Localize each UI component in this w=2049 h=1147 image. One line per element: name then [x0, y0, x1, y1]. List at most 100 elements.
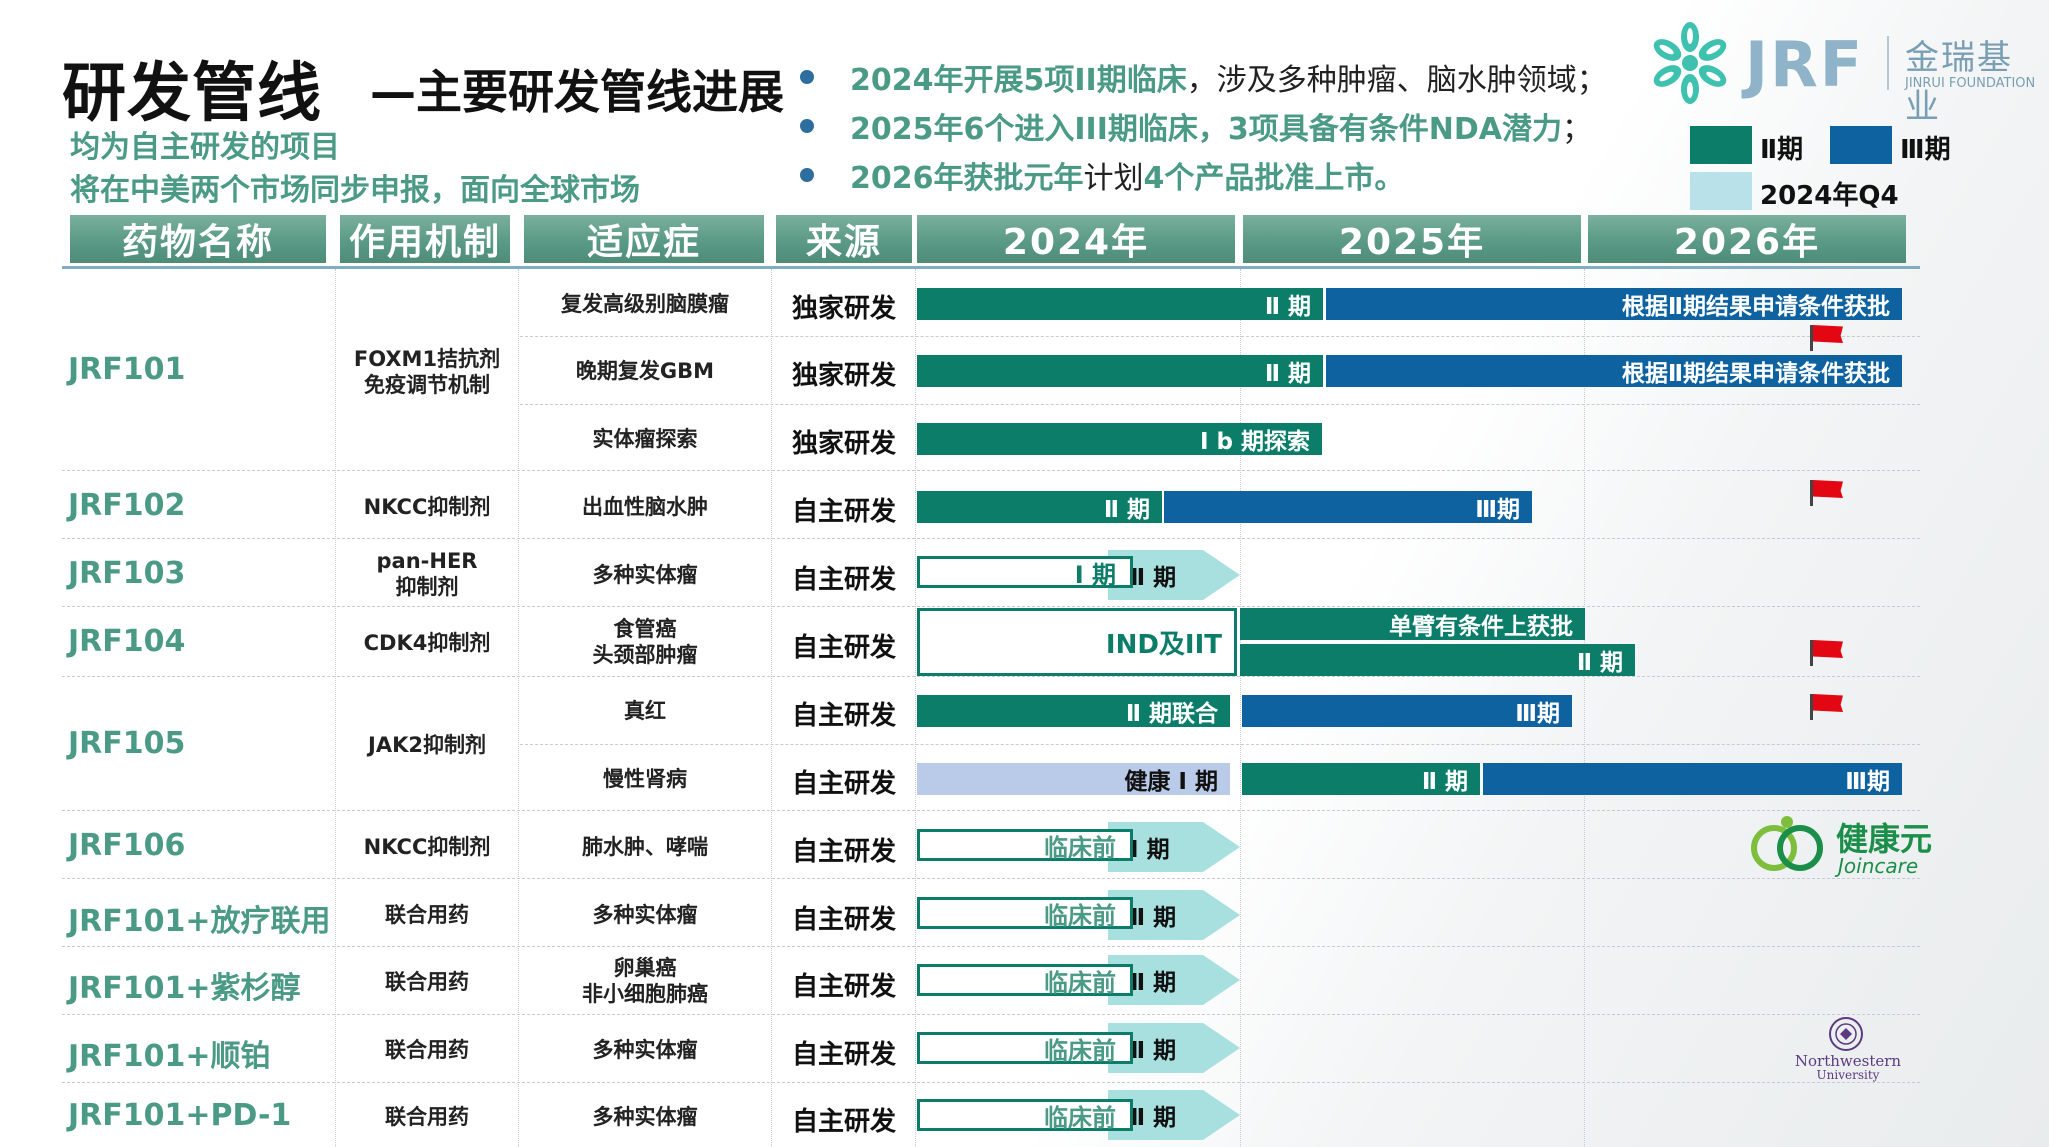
- row-divider: [62, 1014, 1920, 1015]
- row-divider: [62, 1082, 1920, 1083]
- phase1-bar: Ⅰ 期: [917, 556, 1133, 589]
- university-seal-icon: [1829, 1017, 1863, 1051]
- phase3-bar: Ⅲ期: [1242, 695, 1572, 727]
- header-underline: [62, 266, 1920, 269]
- joincare-logo: 健康元 Joincare: [1748, 814, 1938, 878]
- mechanism-cell: CDK4抑制剂: [363, 631, 491, 655]
- legend-label-phase3: Ⅲ期: [1900, 135, 1951, 165]
- snowflake-logo-icon: [1653, 22, 1727, 104]
- healthy-phase1-bar: 健康 Ⅰ 期: [917, 763, 1230, 795]
- source-cell: 自主研发: [791, 497, 896, 527]
- header-source: 来源: [776, 215, 912, 263]
- row-divider: [62, 946, 1920, 947]
- phase2-bar: Ⅱ 期: [1240, 644, 1635, 676]
- row-divider: [62, 606, 1920, 607]
- indication-cell: 多种实体瘤: [592, 563, 698, 587]
- legend-swatch-q4: [1690, 172, 1752, 210]
- mechanism-cell: 联合用药: [385, 970, 469, 994]
- phase2-combo-bar: Ⅱ 期联合: [917, 695, 1230, 727]
- source-cell: 自主研发: [791, 1107, 896, 1137]
- legend-swatch-phase3: [1830, 126, 1892, 164]
- indication-cell: 真红: [624, 699, 666, 723]
- indication-cell: 卵巢癌 非小细胞肺癌: [582, 956, 708, 1006]
- column-divider: [771, 269, 772, 1147]
- indication-cell: 晚期复发GBM: [575, 359, 715, 383]
- column-divider: [1240, 269, 1241, 1147]
- red-flag-icon: [1810, 480, 1846, 506]
- northwestern-logo: Northwestern University: [1788, 1016, 1908, 1082]
- highlight-item: 2024年开展5项II期临床 ，涉及多种肿瘤、脑水肿领域；: [800, 52, 1607, 101]
- subtitle-line-2: 将在中美两个市场同步申报，面向全球市场: [70, 173, 640, 208]
- preclinical-bar: 临床前: [917, 829, 1133, 862]
- indication-cell: 多种实体瘤: [592, 1038, 698, 1062]
- indication-cell: 多种实体瘤: [592, 1105, 698, 1129]
- column-divider: [915, 269, 916, 1147]
- drug-name: JRF101: [68, 352, 186, 387]
- drug-name: JRF101+PD-1: [68, 1098, 292, 1133]
- joincare-rings-icon: [1751, 816, 1823, 871]
- sub-row-divider: [520, 336, 1920, 337]
- header-drug-name: 药物名称: [70, 215, 326, 263]
- indication-cell: 复发高级别脑膜瘤: [561, 292, 729, 316]
- phase1b-bar: Ⅰ b 期探索: [917, 423, 1322, 455]
- row-divider: [62, 676, 1920, 677]
- drug-name: JRF104: [68, 624, 186, 659]
- column-divider: [1584, 269, 1585, 1147]
- highlight-item: 2026年获批元年 计划 4个产品批准上市。: [800, 150, 1607, 199]
- logo-name-en: JINRUI FOUNDATION: [1905, 76, 2036, 91]
- mechanism-cell: 联合用药: [385, 903, 469, 927]
- source-cell: 独家研发: [791, 429, 896, 459]
- highlight-item: 2025年6个进入III期临床，3项具备有条件NDA潜力；: [800, 101, 1607, 150]
- drug-name: JRF105: [68, 726, 186, 761]
- row-divider: [62, 470, 1920, 471]
- source-cell: 独家研发: [791, 294, 896, 324]
- red-flag-icon: [1810, 640, 1846, 666]
- red-flag-icon: [1810, 325, 1846, 351]
- source-cell: 自主研发: [791, 905, 896, 935]
- header-year-2024: 2024年: [917, 215, 1235, 263]
- indication-cell: 多种实体瘤: [592, 903, 698, 927]
- source-cell: 自主研发: [791, 633, 896, 663]
- legend-label-q4: 2024年Q4: [1760, 181, 1899, 211]
- drug-name: JRF102: [68, 488, 186, 523]
- logo-mark: JRF: [1745, 28, 1865, 101]
- red-flag-icon: [1810, 694, 1846, 720]
- row-divider: [62, 538, 1920, 539]
- column-divider: [518, 269, 519, 1147]
- indication-cell: 出血性脑水肿: [582, 495, 708, 519]
- preclinical-bar: 临床前: [917, 1099, 1133, 1132]
- legend-swatch-phase2: [1690, 126, 1752, 164]
- header-mechanism: 作用机制: [340, 215, 510, 263]
- legend-label-phase2: Ⅱ期: [1760, 135, 1804, 165]
- drug-name: JRF101+放疗联用: [68, 904, 331, 939]
- mechanism-cell: FOXM1拮抗剂 免疫调节机制: [353, 347, 501, 397]
- preclinical-bar: 临床前: [917, 964, 1133, 997]
- row-divider: [62, 878, 1920, 879]
- header-year-2026: 2026年: [1588, 215, 1906, 263]
- mechanism-cell: pan-HER 抑制剂: [376, 549, 478, 599]
- drug-name: JRF101+紫杉醇: [68, 971, 301, 1006]
- single-arm-approval-bar: 单臂有条件上获批: [1240, 608, 1585, 640]
- source-cell: 自主研发: [791, 837, 896, 867]
- column-divider: [335, 269, 336, 1147]
- source-cell: 自主研发: [791, 701, 896, 731]
- mechanism-cell: 联合用药: [385, 1038, 469, 1062]
- mechanism-cell: NKCC抑制剂: [363, 495, 491, 519]
- header-year-2025: 2025年: [1243, 215, 1581, 263]
- indication-cell: 食管癌 头颈部肿瘤: [592, 617, 698, 667]
- mechanism-cell: JAK2抑制剂: [368, 733, 486, 757]
- preclinical-bar: 临床前: [917, 897, 1133, 930]
- phase2-bar: Ⅱ 期: [917, 355, 1323, 387]
- page-title: 研发管线: [62, 57, 322, 131]
- drug-name: JRF103: [68, 556, 186, 591]
- indication-cell: 肺水肿、哮喘: [582, 835, 708, 859]
- phase2-bar: Ⅱ 期: [917, 288, 1323, 320]
- source-cell: 自主研发: [791, 972, 896, 1002]
- logo-divider: [1887, 36, 1889, 90]
- logo-name-cn: 金瑞基业: [1905, 38, 2013, 127]
- source-cell: 自主研发: [791, 1040, 896, 1070]
- subtitle-line-1: 均为自主研发的项目: [70, 130, 340, 165]
- preclinical-bar: 临床前: [917, 1032, 1133, 1065]
- highlights-list: 2024年开展5项II期临床 ，涉及多种肿瘤、脑水肿领域； 2025年6个进入II…: [800, 52, 1607, 199]
- company-logo: JRF 金瑞基业 JINRUI FOUNDATION: [1645, 18, 2045, 127]
